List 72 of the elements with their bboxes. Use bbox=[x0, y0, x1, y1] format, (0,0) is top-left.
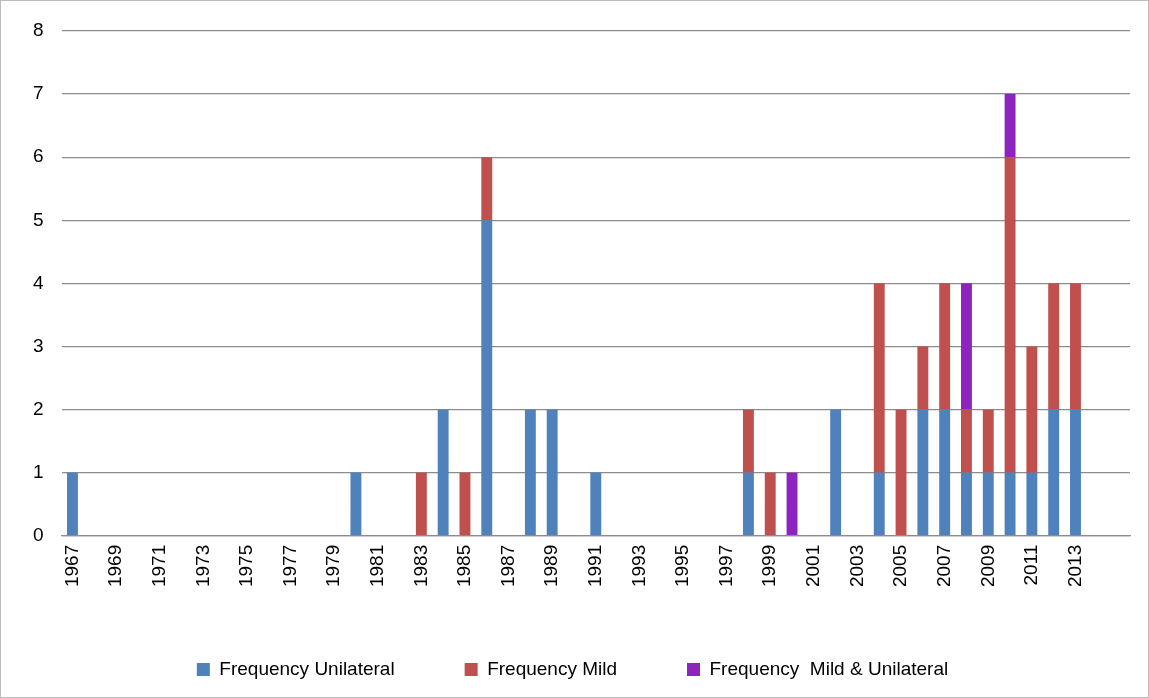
y-tick-label: 3 bbox=[32, 334, 44, 356]
bar bbox=[742, 472, 754, 536]
x-tick-label: 1979 bbox=[322, 544, 344, 588]
bar bbox=[1070, 409, 1081, 536]
x-tick-label: 1993 bbox=[627, 544, 649, 588]
x-tick-label: 1981 bbox=[365, 544, 387, 588]
x-tick-label: 1971 bbox=[147, 544, 169, 588]
y-tick-label: 8 bbox=[32, 19, 44, 41]
bar bbox=[961, 409, 972, 473]
y-tick-label: 7 bbox=[32, 82, 44, 104]
bar bbox=[830, 409, 842, 536]
bar bbox=[961, 283, 972, 410]
bar bbox=[1004, 472, 1016, 536]
x-tick-label: 1967 bbox=[60, 544, 82, 588]
y-tick-label: 2 bbox=[32, 397, 44, 419]
bar bbox=[350, 472, 362, 536]
bar bbox=[1048, 283, 1060, 410]
bar bbox=[786, 472, 798, 536]
x-tick-label: 2013 bbox=[1063, 544, 1085, 588]
bar bbox=[1004, 157, 1016, 473]
bar bbox=[590, 472, 602, 536]
y-tick-label: 6 bbox=[32, 145, 44, 167]
bar bbox=[546, 409, 558, 536]
bar bbox=[1004, 94, 1016, 158]
x-tick-label: 1991 bbox=[584, 544, 606, 588]
bar bbox=[1026, 472, 1038, 536]
x-tick-label: 1969 bbox=[104, 544, 126, 588]
x-tick-label: 1987 bbox=[496, 544, 518, 588]
x-tick-label: 1985 bbox=[453, 544, 475, 588]
bar bbox=[481, 157, 493, 221]
bar bbox=[742, 409, 754, 473]
bar bbox=[1026, 346, 1038, 473]
bar bbox=[67, 472, 78, 536]
x-tick-label: 2003 bbox=[845, 544, 867, 588]
x-tick-label: 1999 bbox=[758, 544, 780, 588]
x-tick-label: 1989 bbox=[540, 544, 562, 588]
bar bbox=[917, 409, 929, 536]
bar bbox=[873, 283, 885, 473]
bar bbox=[982, 472, 994, 536]
bar bbox=[917, 346, 929, 410]
bar bbox=[895, 409, 907, 536]
x-tick-label: 1983 bbox=[409, 544, 431, 588]
y-tick-label: 4 bbox=[32, 271, 44, 293]
bar bbox=[459, 472, 471, 536]
bar bbox=[764, 472, 776, 536]
x-tick-label: 2011 bbox=[1020, 544, 1042, 586]
bar bbox=[1070, 283, 1081, 410]
y-tick-label: 5 bbox=[32, 208, 44, 230]
legend-label: Frequency Unilateral bbox=[219, 657, 395, 679]
legend-label: Frequency Mild & Unilateral bbox=[709, 657, 949, 679]
x-tick-label: 2009 bbox=[976, 544, 998, 588]
bar bbox=[415, 472, 427, 536]
x-tick-label: 1995 bbox=[671, 544, 693, 588]
y-tick-label: 1 bbox=[32, 460, 44, 482]
bar bbox=[1048, 409, 1060, 536]
bar bbox=[481, 220, 493, 536]
bar bbox=[939, 409, 951, 536]
x-tick-label: 2001 bbox=[802, 544, 824, 588]
x-tick-label: 2005 bbox=[889, 544, 911, 588]
x-tick-label: 1977 bbox=[278, 544, 300, 588]
x-tick-label: 2007 bbox=[932, 544, 954, 588]
legend-label: Frequency Mild bbox=[487, 657, 618, 679]
bar bbox=[873, 472, 885, 536]
bar bbox=[524, 409, 536, 536]
x-tick-label: 1975 bbox=[235, 544, 257, 588]
x-tick-label: 1997 bbox=[714, 544, 736, 588]
bar bbox=[961, 472, 972, 536]
bar bbox=[437, 409, 449, 536]
y-tick-label: 0 bbox=[32, 523, 44, 545]
bar bbox=[939, 283, 951, 410]
x-tick-label: 1973 bbox=[191, 544, 213, 588]
bar bbox=[982, 409, 994, 473]
